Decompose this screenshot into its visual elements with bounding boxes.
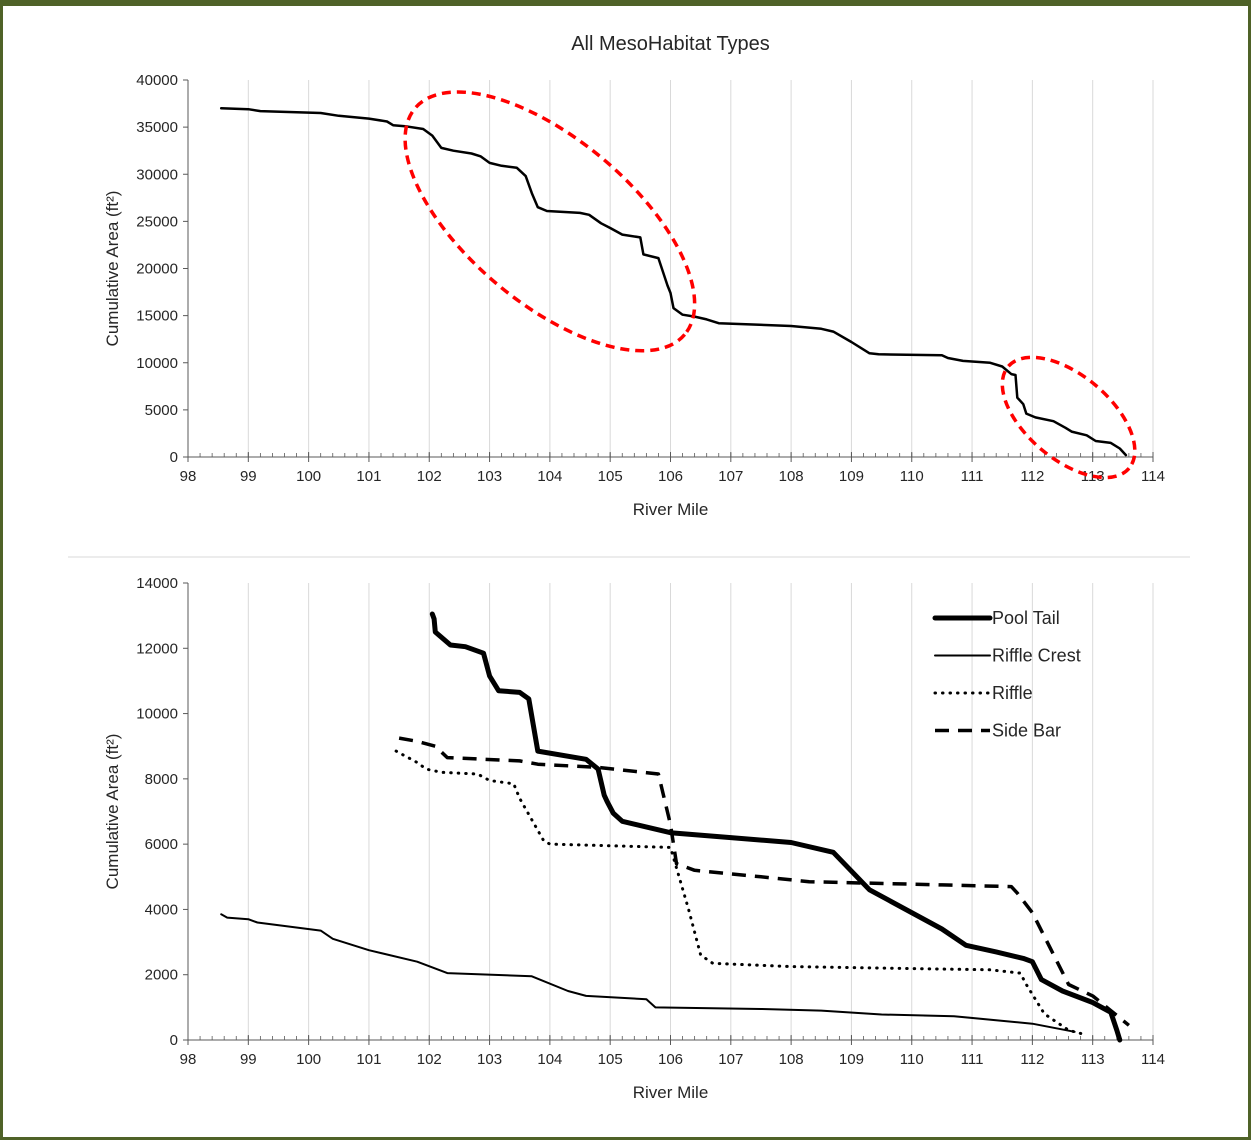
y-tick-label: 2000 (145, 967, 178, 984)
x-tick-label: 111 (961, 1051, 984, 1068)
series-line-riffle-crest (220, 913, 1076, 1033)
legend-label: Riffle (992, 683, 1033, 703)
x-tick-label: 105 (598, 1051, 623, 1068)
x-tick-label: 112 (1020, 1051, 1044, 1068)
legend: Pool Tail Riffle Crest Riffle Side Bar (932, 608, 1081, 741)
x-tick-label: 102 (417, 468, 442, 485)
legend-label: Side Bar (992, 721, 1061, 741)
x-tick-label: 109 (839, 468, 864, 485)
y-tick-label: 0 (170, 449, 178, 466)
panel-divider (68, 556, 1190, 558)
x-axis-title: River Mile (633, 500, 709, 519)
y-tick-label: 4000 (145, 901, 178, 918)
y-tick-label: 10000 (136, 706, 178, 723)
x-tick-label: 100 (296, 1051, 321, 1068)
legend-label: Pool Tail (992, 608, 1060, 628)
x-tick-label: 106 (658, 1051, 683, 1068)
y-tick-label: 25000 (136, 213, 178, 230)
series-line-riffle (394, 749, 1089, 1037)
x-tick-label: 99 (240, 468, 257, 485)
x-tick-label: 112 (1020, 468, 1044, 485)
x-tick-label: 113 (1081, 1051, 1105, 1068)
x-tick-label: 107 (718, 1051, 743, 1068)
y-tick-label: 6000 (145, 836, 178, 853)
x-tick-label: 114 (1141, 1051, 1165, 1068)
x-tick-label: 101 (356, 1051, 381, 1068)
y-tick-label: 35000 (136, 119, 178, 136)
x-tick-label: 103 (477, 1051, 502, 1068)
x-tick-label: 103 (477, 468, 502, 485)
x-tick-label: 98 (180, 1051, 197, 1068)
x-tick-label: 110 (900, 468, 924, 485)
x-tick-label: 104 (537, 1051, 562, 1068)
series-line-0 (219, 107, 1128, 457)
chart-title: All MesoHabitat Types (571, 33, 770, 55)
y-axis-title: Cumulative Area (ft²) (103, 191, 122, 347)
annotation-ellipse-lower (1000, 355, 1137, 480)
x-tick-label: 111 (961, 468, 984, 485)
x-tick-label: 105 (598, 468, 623, 485)
chart-all-mesohabitat: All MesoHabitat Types 98 99 100 101 102 103 104… (103, 33, 1165, 519)
series-line-pool-tail (429, 611, 1123, 1043)
x-tick-label: 108 (779, 1051, 804, 1068)
x-tick-label: 109 (839, 1051, 864, 1068)
annotation-ellipse-upper (403, 90, 697, 353)
x-tick-label: 102 (417, 1051, 442, 1068)
y-axis-title: Cumulative Area (ft²) (103, 734, 122, 890)
x-tick-label: 98 (180, 468, 197, 485)
x-tick-label: 108 (779, 468, 804, 485)
x-tick-label: 106 (658, 468, 683, 485)
x-tick-label: 110 (900, 1051, 924, 1068)
x-axis-title: River Mile (633, 1083, 709, 1102)
x-tick-label: 101 (356, 468, 381, 485)
y-tick-label: 30000 (136, 166, 178, 183)
y-tick-label: 0 (170, 1032, 178, 1049)
y-tick-label: 12000 (136, 640, 178, 657)
x-tick-label: 114 (1141, 468, 1165, 485)
x-tick-label: 100 (296, 468, 321, 485)
chart-by-mesohabitat-type: 98 99 100 101 102 103 104 105 106 107 108 109 110 111… (103, 575, 1165, 1102)
y-tick-label: 14000 (136, 575, 178, 592)
x-tick-label: 107 (718, 468, 743, 485)
series-line-side-bar (398, 736, 1131, 1027)
y-tick-label: 40000 (136, 72, 178, 89)
legend-label: Riffle Crest (992, 646, 1081, 666)
y-tick-label: 8000 (145, 771, 178, 788)
y-tick-label: 5000 (145, 402, 178, 419)
x-tick-label: 104 (537, 468, 562, 485)
y-tick-label: 10000 (136, 355, 178, 372)
y-tick-label: 20000 (136, 261, 178, 278)
y-tick-label: 15000 (136, 308, 178, 325)
x-tick-label: 99 (240, 1051, 257, 1068)
